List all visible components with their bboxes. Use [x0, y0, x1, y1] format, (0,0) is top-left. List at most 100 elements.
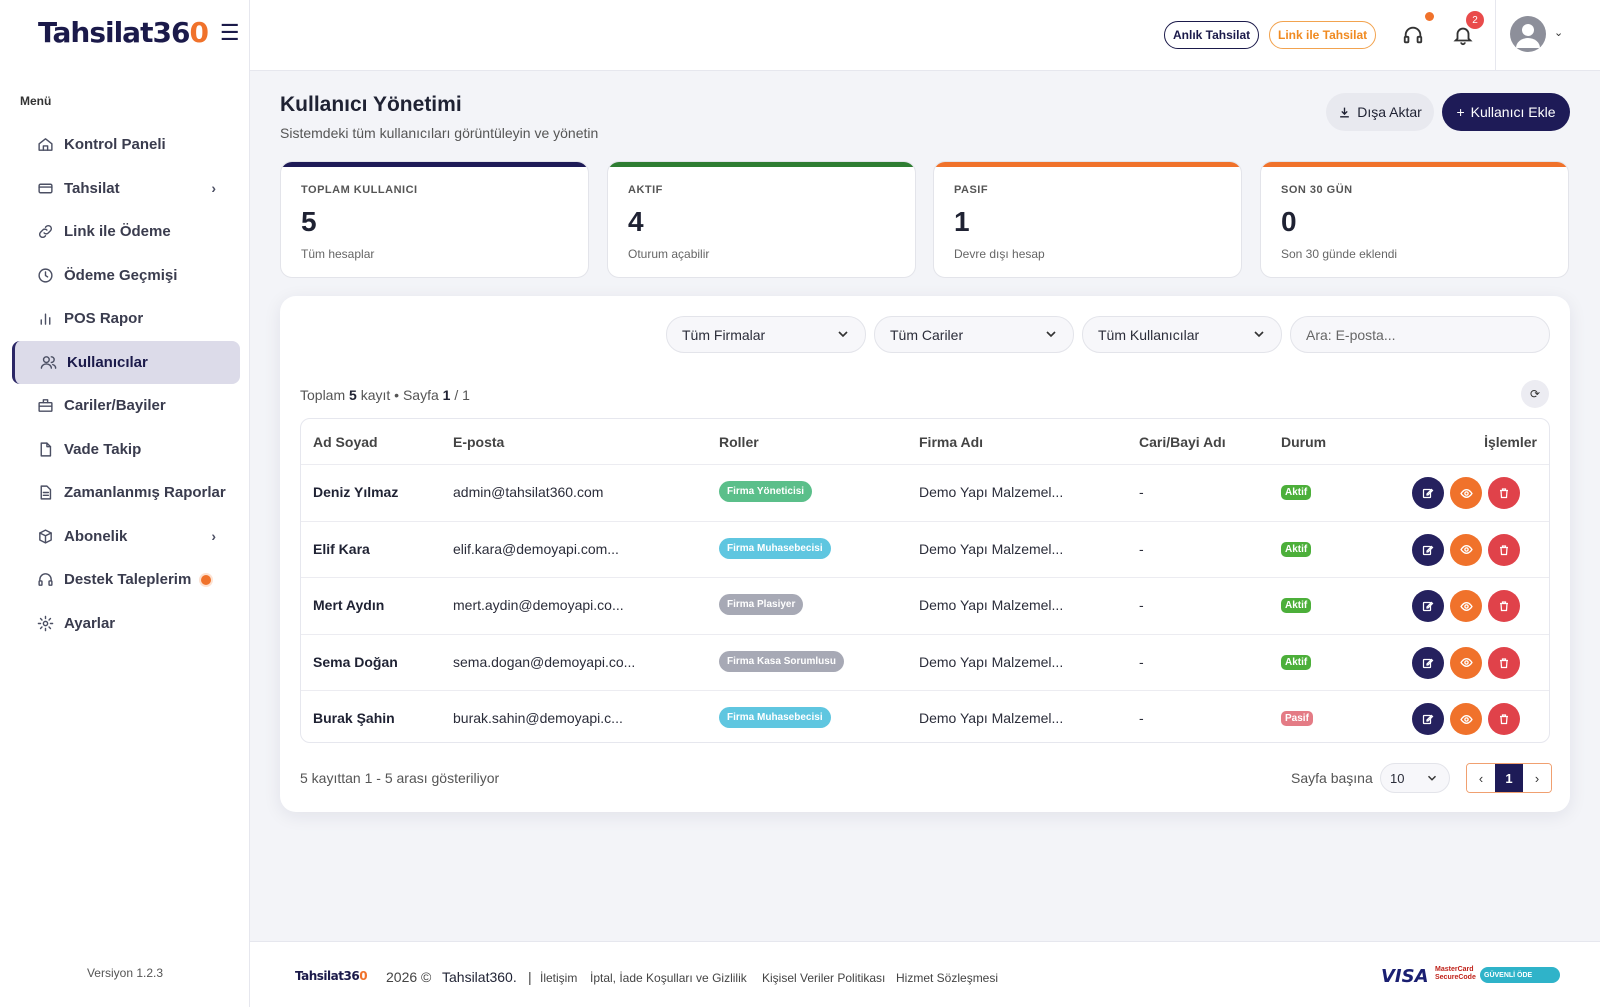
- column-header-firma-adi: Firma Adı: [919, 434, 984, 450]
- stat-card-son-30-gun: SON 30 GÜN 0 Son 30 günde eklendi: [1260, 161, 1569, 278]
- chevron-down-icon[interactable]: ⌄: [1554, 27, 1564, 39]
- cari-name: -: [1139, 653, 1144, 670]
- table-row: Sema Doğan sema.dogan@demoyapi.co... Firma…: [301, 633, 1549, 690]
- edit-icon: [1422, 488, 1434, 499]
- view-button[interactable]: [1450, 703, 1482, 735]
- stat-value: 4: [628, 206, 644, 237]
- edit-button[interactable]: [1412, 533, 1444, 566]
- footer-copyright: 2026 ©: [386, 969, 432, 985]
- link-ile-tahsilat-button[interactable]: Link ile Tahsilat: [1269, 21, 1377, 49]
- cari-filter-select[interactable]: Tüm Cariler: [874, 316, 1074, 353]
- sidebar-item-label: Ödeme Geçmişi: [64, 266, 178, 284]
- table-header: Ad Soyad E-posta Roller Firma Adı Cari/Bayi …: [301, 419, 1549, 464]
- edit-button[interactable]: [1412, 646, 1444, 679]
- stat-value: 5: [301, 206, 317, 237]
- trash-icon: [1500, 544, 1508, 555]
- sidebar-item-odeme-gecmisi[interactable]: Ödeme Geçmişi: [12, 254, 240, 297]
- sidebar-item-abonelik[interactable]: Abonelik ›: [12, 515, 240, 558]
- per-page-value: 10: [1390, 770, 1405, 786]
- stat-sub: Tüm hesaplar: [301, 247, 375, 261]
- export-button[interactable]: Dışa Aktar: [1326, 93, 1434, 131]
- role-badge: Firma Yöneticisi: [719, 481, 813, 502]
- sidebar-item-vade-takip[interactable]: Vade Takip: [12, 428, 240, 471]
- next-page-button[interactable]: ›: [1523, 764, 1551, 792]
- delete-button[interactable]: [1488, 590, 1520, 622]
- headset-icon[interactable]: [1400, 22, 1426, 48]
- headset-icon: [36, 571, 54, 589]
- sidebar-item-kontrol-paneli[interactable]: Kontrol Paneli: [12, 123, 240, 166]
- topbar-divider: [1495, 0, 1496, 71]
- view-button[interactable]: [1450, 477, 1482, 509]
- footer-link-iptal-iade[interactable]: İptal, İade Koşulları ve Gizlilik: [590, 971, 747, 985]
- delete-button[interactable]: [1488, 533, 1520, 566]
- firm-name: Demo Yapı Malzemel...: [919, 653, 1064, 670]
- mastercard-logo: MasterCard SecureCode: [1435, 966, 1476, 981]
- column-header-roller: Roller: [719, 434, 759, 450]
- hamburger-menu-icon[interactable]: ☰: [219, 19, 240, 45]
- footer-link-hizmet[interactable]: Hizmet Sözleşmesi: [896, 971, 999, 985]
- delete-button[interactable]: [1488, 703, 1520, 735]
- link-icon: [36, 223, 54, 241]
- app-logo[interactable]: Tahsilat360 ☰: [38, 16, 240, 49]
- firm-name: Demo Yapı Malzemel...: [919, 710, 1064, 726]
- user-name: Elif Kara: [313, 540, 370, 557]
- sidebar: Tahsilat360 ☰ Menü Kontrol Paneli Tahsila…: [0, 0, 250, 1007]
- stat-label: AKTIF: [628, 184, 663, 196]
- sidebar-item-link-ile-odeme[interactable]: Link ile Ödeme: [12, 210, 240, 253]
- box-icon: [36, 527, 54, 545]
- view-button[interactable]: [1450, 590, 1482, 622]
- sidebar-item-zamanlanmis-raporlar[interactable]: Zamanlanmış Raporlar: [12, 471, 240, 514]
- add-user-button[interactable]: + Kullanıcı Ekle: [1442, 93, 1570, 131]
- sidebar-item-kullanicilar[interactable]: Kullanıcılar: [12, 340, 240, 384]
- edit-icon: [1422, 658, 1434, 668]
- edit-button[interactable]: [1412, 590, 1444, 622]
- per-page-select[interactable]: 10: [1380, 763, 1450, 793]
- eye-icon: [1459, 658, 1473, 667]
- stat-value: 1: [954, 206, 970, 237]
- stat-label: SON 30 GÜN: [1281, 184, 1353, 196]
- edit-button[interactable]: [1412, 703, 1444, 735]
- stat-card-accent-bar: [1261, 162, 1568, 167]
- avatar[interactable]: [1510, 16, 1546, 52]
- sidebar-menu: Kontrol Paneli Tahsilat › Link ile Ödeme Öde…: [12, 123, 240, 645]
- current-page-button[interactable]: 1: [1495, 764, 1523, 792]
- users-icon: [39, 353, 57, 371]
- sidebar-item-cariler-bayiler[interactable]: Cariler/Bayiler: [12, 384, 240, 427]
- refresh-icon[interactable]: ⟳: [1521, 380, 1549, 408]
- view-button[interactable]: [1450, 646, 1482, 679]
- column-header-e-posta: E-posta: [453, 434, 505, 450]
- sidebar-item-tahsilat[interactable]: Tahsilat ›: [12, 167, 240, 210]
- chevron-right-icon: ›: [211, 527, 216, 544]
- sidebar-item-destek-taleplerim[interactable]: Destek Taleplerim: [12, 558, 240, 601]
- sidebar-item-label: Zamanlanmış Raporlar: [64, 484, 226, 501]
- prev-page-button[interactable]: ‹: [1467, 764, 1495, 792]
- view-button[interactable]: [1450, 533, 1482, 566]
- eye-icon: [1459, 545, 1473, 554]
- user-name: Deniz Yılmaz: [313, 484, 399, 500]
- delete-button[interactable]: [1488, 646, 1520, 679]
- bell-icon[interactable]: [1450, 22, 1476, 48]
- sidebar-item-label: Kontrol Paneli: [64, 136, 166, 153]
- user-filter-select[interactable]: Tüm Kullanıcılar: [1082, 316, 1282, 353]
- eye-icon: [1459, 601, 1473, 611]
- users-table: Ad Soyad E-posta Roller Firma Adı Cari/Bayi …: [300, 418, 1550, 743]
- footer-link-iletisim[interactable]: İletişim: [540, 971, 578, 985]
- search-input[interactable]: [1290, 316, 1550, 353]
- sidebar-item-ayarlar[interactable]: Ayarlar: [12, 602, 240, 645]
- footer-link-kvkk[interactable]: Kişisel Veriler Politikası: [762, 971, 886, 985]
- secure-payment-badge: GÜVENLİ ÖDE: [1480, 967, 1560, 983]
- delete-button[interactable]: [1488, 477, 1520, 509]
- edit-button[interactable]: [1412, 477, 1444, 509]
- footer: Tahsilat360 2026 © Tahsilat360. | İletiş…: [250, 941, 1600, 1007]
- column-header-durum: Durum: [1281, 434, 1327, 450]
- trash-icon: [1500, 714, 1508, 725]
- user-name: Burak Şahin: [313, 710, 395, 726]
- status-badge: Aktif: [1281, 541, 1312, 557]
- chevron-down-icon: [838, 331, 848, 338]
- anlik-tahsilat-button[interactable]: Anlık Tahsilat: [1164, 21, 1260, 49]
- gear-icon: [36, 614, 54, 632]
- chevron-down-icon: [1046, 331, 1056, 338]
- firm-filter-select[interactable]: Tüm Firmalar: [666, 316, 866, 353]
- sidebar-item-pos-rapor[interactable]: POS Rapor: [12, 297, 240, 340]
- stat-card-toplam-kullanici: TOPLAM KULLANICI 5 Tüm hesaplar: [280, 161, 589, 278]
